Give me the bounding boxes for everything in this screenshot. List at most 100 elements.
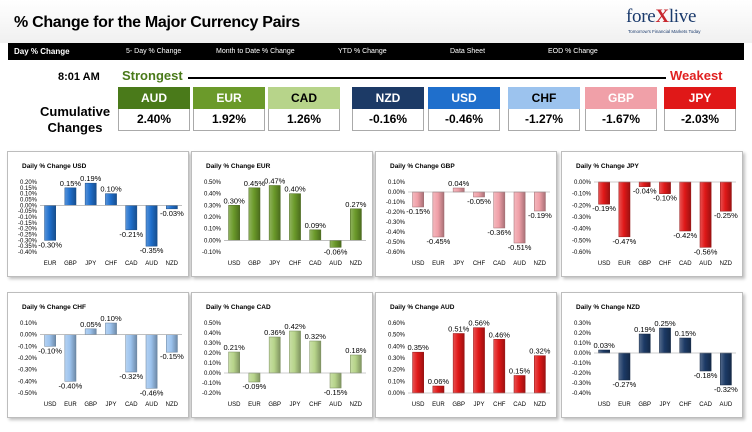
y-tick-label: -0.20% — [572, 203, 592, 209]
chart-bar — [452, 187, 465, 193]
bar-data-label: 0.40% — [284, 185, 306, 194]
x-category-label: AUD — [145, 261, 158, 267]
currency-code: GBP — [585, 87, 657, 109]
chart-bar — [84, 182, 97, 206]
bar-data-label: -0.10% — [653, 194, 677, 203]
bar-data-label: -0.05% — [467, 197, 491, 206]
chart-bar — [105, 322, 117, 335]
y-tick-label: 0.20% — [204, 351, 222, 357]
currency-card-cad: CAD 1.26% — [268, 87, 340, 132]
y-tick-label: -0.30% — [18, 368, 38, 374]
nav-tab-eod[interactable]: EOD % Change — [548, 48, 598, 55]
chart-bar — [268, 185, 281, 241]
chart-title: Daily % Change EUR — [206, 163, 271, 170]
y-tick-label: 0.10% — [574, 341, 592, 347]
y-tick-label: 0.15% — [20, 186, 38, 192]
currency-code: CHF — [508, 87, 580, 109]
chart-bar — [268, 336, 281, 374]
bar-data-label: -0.56% — [694, 247, 718, 256]
x-category-label: JPY — [289, 402, 300, 408]
y-tick-label: -0.20% — [386, 210, 406, 216]
y-tick-label: -0.50% — [572, 238, 592, 244]
x-category-label: NZD — [166, 402, 179, 408]
chart-bar — [64, 334, 77, 382]
y-tick-label: -0.50% — [18, 391, 38, 397]
chart-cad: Daily % Change CAD 0.50% 0.40% 0.30% 0.20% 0.… — [191, 292, 373, 418]
x-category-label: JPY — [269, 261, 280, 267]
bar-data-label: -0.30% — [38, 240, 62, 249]
y-tick-label: 0.00% — [574, 180, 592, 186]
nav-tab-day[interactable]: Day % Change — [14, 47, 70, 56]
bar-data-label: -0.10% — [38, 346, 62, 355]
x-category-label: CAD — [699, 402, 712, 408]
y-tick-label: 0.10% — [20, 192, 38, 198]
y-tick-label: 0.40% — [388, 344, 406, 350]
y-tick-label: 0.30% — [204, 203, 222, 209]
chart-gbp-svg: Daily % Change GBP 0.10% 0.00% -0.10% -0.20%… — [386, 163, 552, 267]
x-category-label: CAD — [493, 261, 506, 267]
y-tick-label: -0.10% — [202, 381, 222, 387]
chart-jpy: Daily % Change JPY 0.00% -0.10% -0.20% -0.30… — [561, 151, 743, 277]
bar-data-label: -0.47% — [613, 237, 637, 246]
y-tick-label: 0.10% — [204, 361, 222, 367]
y-tick-label: 0.10% — [20, 321, 38, 327]
chart-bar — [289, 193, 301, 241]
y-tick-label: 0.05% — [20, 198, 38, 204]
x-category-label: CHF — [679, 402, 692, 408]
bar-data-label: -0.19% — [528, 211, 552, 220]
chart-bar — [699, 352, 712, 372]
chart-bar — [638, 333, 651, 354]
x-category-label: GBP — [638, 261, 651, 267]
currency-card-gbp: GBP -1.67% — [585, 87, 657, 132]
x-category-label: GBP — [64, 261, 77, 267]
bar-data-label: 0.35% — [408, 343, 430, 352]
chart-bar — [452, 333, 465, 394]
x-category-label: AUD — [699, 261, 712, 267]
y-tick-label: -0.05% — [18, 209, 38, 215]
nav-tab-data-sheet[interactable]: Data Sheet — [450, 48, 486, 55]
x-category-label: USD — [412, 261, 425, 267]
x-category-label: CAD — [125, 402, 138, 408]
bar-data-label: 0.18% — [345, 346, 367, 355]
y-tick-label: -0.40% — [18, 379, 38, 385]
x-category-label: GBP — [248, 261, 261, 267]
x-category-label: CAD — [679, 261, 692, 267]
x-category-label: CHF — [659, 261, 672, 267]
chart-bar — [659, 327, 671, 354]
bar-data-label: -0.18% — [694, 371, 718, 380]
bar-data-label: 0.25% — [654, 319, 676, 328]
currency-cumulative-value: 2.40% — [118, 109, 190, 131]
chart-bar — [309, 340, 322, 374]
y-tick-label: -0.20% — [18, 356, 38, 362]
y-tick-label: 0.00% — [388, 391, 406, 397]
y-tick-label: -0.10% — [18, 215, 38, 221]
x-category-label: USD — [598, 261, 611, 267]
chart-chf: Daily % Change CHF 0.10% 0.00% -0.10% -0.20%… — [7, 292, 189, 418]
chart-nzd: Daily % Change NZD 0.30% 0.20% 0.10% 0.00% -0… — [561, 292, 743, 418]
y-tick-label: 0.50% — [204, 180, 222, 186]
y-tick-label: 0.50% — [388, 333, 406, 339]
x-category-label: USD — [598, 402, 611, 408]
y-tick-label: 0.00% — [204, 371, 222, 377]
y-tick-label: -0.10% — [572, 361, 592, 367]
bar-data-label: 0.21% — [224, 343, 246, 352]
bar-data-label: 0.32% — [305, 332, 327, 341]
y-tick-label: -0.15% — [18, 221, 38, 227]
y-tick-label: -0.25% — [18, 233, 38, 239]
x-category-label: GBP — [452, 402, 465, 408]
forexlive-logo[interactable]: foreXlive Tomorrow's Financial Markets T… — [624, 6, 706, 42]
chart-bar — [493, 339, 506, 394]
currency-cumulative-value: -0.16% — [352, 109, 424, 131]
chart-usd-svg: Daily % Change USD0.20%0.15%0.10%0.05%0.… — [18, 163, 184, 267]
x-category-label: NZD — [166, 261, 179, 267]
nav-tab-5day[interactable]: 5- Day % Change — [126, 48, 182, 55]
x-category-label: AUD — [329, 402, 342, 408]
nav-tab-month-to-date[interactable]: Month to Date % Change — [216, 48, 295, 55]
chart-gbp: Daily % Change GBP 0.10% 0.00% -0.10% -0.20%… — [375, 151, 557, 277]
bar-data-label: 0.10% — [100, 314, 122, 323]
bar-data-label: 0.47% — [264, 177, 286, 186]
chart-bar — [412, 351, 424, 394]
nav-tab-ytd[interactable]: YTD % Change — [338, 48, 387, 55]
chart-usd: Daily % Change USD 0.20% 0.15% 0.10% 0.05% 0.… — [7, 151, 189, 277]
bar-data-label: -0.35% — [140, 246, 164, 255]
